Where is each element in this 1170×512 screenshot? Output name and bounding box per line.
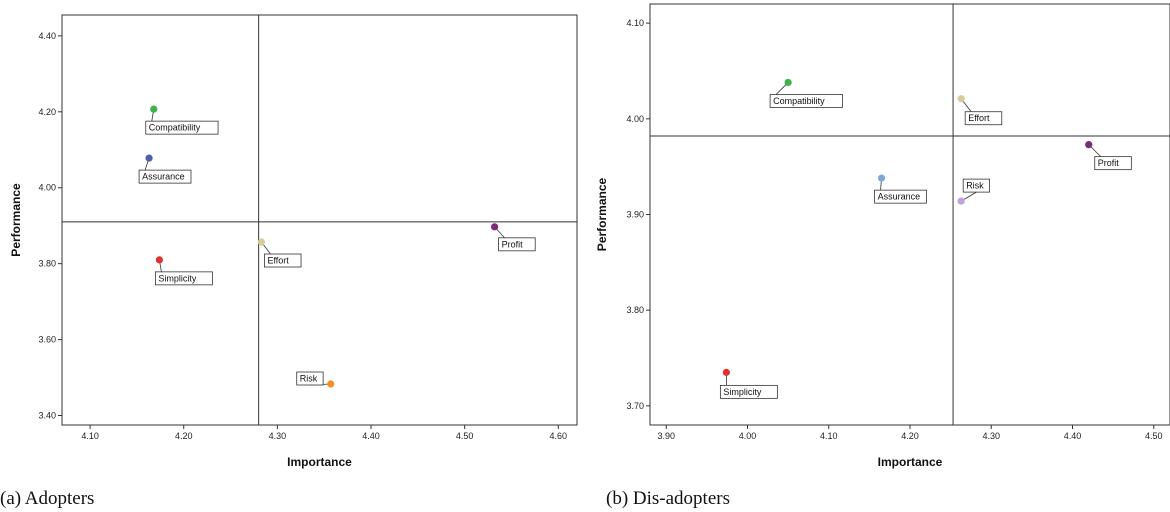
x-tick-label: 4.60	[550, 431, 568, 441]
y-tick-label: 3.70	[626, 401, 644, 411]
point-marker	[957, 95, 965, 103]
x-tick-label: 3.90	[657, 431, 675, 441]
point-effort: Effort	[257, 238, 302, 268]
y-tick-label: 3.90	[626, 210, 644, 220]
point-label-box	[962, 178, 990, 193]
y-axis-title: Performance	[9, 183, 23, 257]
dis-adopters-chart: 3.90 4.00 4.10 4.20 4.30 4.40 4.50 3.70 3.80 3.90…	[595, 3, 1170, 509]
x-tick-label: 4.00	[739, 431, 757, 441]
point-label: Risk	[966, 181, 984, 191]
point-profit: Profit	[1085, 141, 1132, 171]
point-assurance: Assurance	[138, 154, 192, 184]
point-label-box	[296, 371, 324, 386]
x-tick-label: 4.40	[362, 431, 380, 441]
point-label: Compatibility	[773, 96, 825, 106]
point-marker	[1085, 141, 1093, 149]
point-label-box	[145, 120, 219, 135]
point-marker	[145, 154, 153, 162]
x-tick-label: 4.10	[81, 431, 99, 441]
point-label: Assurance	[878, 192, 921, 202]
point-label-box	[769, 94, 843, 108]
x-tick-label: 4.10	[820, 431, 838, 441]
point-effort: Effort	[957, 95, 1003, 126]
point-marker	[257, 238, 266, 246]
point-risk: Risk	[296, 371, 335, 388]
point-label: Profit	[502, 239, 524, 249]
point-label-box	[154, 271, 213, 286]
x-tick-label: 4.40	[1064, 431, 1082, 441]
point-label: Effort	[267, 256, 289, 266]
point-label: Simplicity	[723, 387, 762, 397]
y-tick-label: 3.80	[38, 259, 56, 269]
x-tick-label: 4.50	[1145, 431, 1163, 441]
y-tick-label: 4.00	[38, 183, 56, 193]
point-label-box	[264, 253, 302, 268]
point-label-box	[964, 111, 1003, 126]
point-label-box	[138, 169, 192, 184]
point-label-box	[1094, 156, 1132, 171]
y-tick-label: 4.40	[38, 31, 56, 41]
point-label: Effort	[968, 113, 990, 123]
point-simplicity: Simplicity	[719, 368, 778, 399]
y-tick-label: 3.60	[38, 335, 56, 345]
point-label-box	[719, 384, 778, 399]
point-label-box	[874, 189, 927, 204]
y-axis-title: Performance	[595, 177, 609, 251]
panel-caption: (a) Adopters	[0, 488, 94, 509]
point-label: Simplicity	[158, 273, 197, 283]
x-axis-title: Importance	[287, 455, 352, 469]
point-marker	[877, 174, 886, 182]
y-tick-label: 4.10	[626, 18, 644, 28]
point-compatibility: Compatibility	[769, 78, 843, 108]
panel-caption: (b) Dis-adopters	[606, 488, 730, 509]
point-marker	[491, 223, 499, 231]
point-compatibility: Compatibility	[145, 105, 219, 135]
y-tick-label: 3.40	[38, 411, 56, 421]
point-label-box	[498, 237, 536, 252]
x-tick-label: 4.30	[982, 431, 1000, 441]
y-tick-label: 3.80	[626, 305, 644, 315]
point-simplicity: Simplicity	[154, 256, 213, 286]
point-marker	[150, 105, 158, 113]
x-tick-label: 4.30	[269, 431, 287, 441]
point-label: Profit	[1098, 158, 1120, 168]
x-tick-label: 4.20	[901, 431, 919, 441]
point-marker	[155, 256, 163, 264]
x-tick-label: 4.20	[175, 431, 193, 441]
point-label: Assurance	[142, 172, 185, 182]
point-marker	[722, 368, 730, 376]
y-tick-label: 4.20	[38, 107, 56, 117]
plot-frame	[649, 3, 1170, 426]
point-marker	[327, 380, 335, 388]
x-tick-label: 4.50	[456, 431, 474, 441]
point-label: Compatibility	[149, 123, 201, 133]
adopters-chart: 4.10 4.20 4.30 4.40 4.50 4.60 3.40 3.60 3.80 4.00…	[0, 14, 578, 509]
y-tick-label: 4.00	[626, 114, 644, 124]
point-label: Risk	[300, 374, 318, 384]
plot-frame	[61, 14, 578, 426]
point-assurance: Assurance	[874, 174, 927, 204]
x-axis-title: Importance	[878, 455, 943, 469]
point-marker	[784, 78, 792, 87]
point-risk: Risk	[957, 178, 990, 205]
point-marker	[957, 197, 965, 205]
point-profit: Profit	[491, 223, 536, 252]
